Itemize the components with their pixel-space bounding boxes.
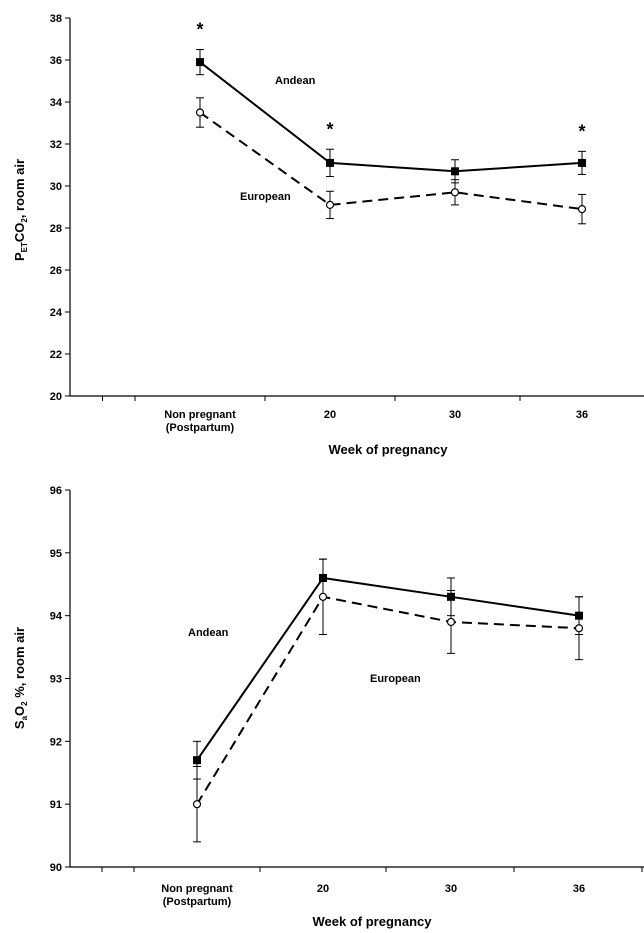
significance-marker: * bbox=[196, 20, 203, 40]
y-axis-label: SaO2 %, room air bbox=[12, 627, 29, 729]
y-tick-label: 38 bbox=[50, 13, 62, 25]
y-tick-label: 92 bbox=[50, 736, 62, 748]
y-tick-label: 93 bbox=[50, 674, 62, 686]
x-tick-label: 20 bbox=[317, 883, 329, 895]
y-tick-label: 96 bbox=[50, 485, 62, 497]
y-tick-label: 32 bbox=[50, 139, 62, 151]
y-tick-label: 94 bbox=[50, 611, 63, 623]
x-tick-label: 20 bbox=[324, 409, 336, 421]
y-tick-label: 24 bbox=[50, 307, 63, 319]
data-point-european bbox=[450, 188, 460, 197]
y-tick-label: 36 bbox=[50, 55, 62, 67]
data-point-european bbox=[195, 108, 205, 117]
series-label-european: European bbox=[370, 673, 421, 685]
y-tick-label: 20 bbox=[50, 391, 62, 403]
y-tick-label: 91 bbox=[50, 799, 62, 811]
significance-marker: * bbox=[578, 121, 585, 141]
x-tick-label: Non pregnant bbox=[164, 409, 236, 421]
data-point-european bbox=[446, 617, 456, 627]
x-tick-label: 36 bbox=[573, 883, 585, 895]
y-tick-label: 90 bbox=[50, 862, 62, 874]
series-label-andean: Andean bbox=[275, 75, 316, 87]
y-tick-label: 30 bbox=[50, 181, 62, 193]
data-point-andean bbox=[193, 756, 201, 765]
data-point-european bbox=[192, 800, 202, 809]
data-point-european bbox=[574, 624, 584, 633]
x-tick-label: 30 bbox=[449, 409, 461, 421]
series-line-european bbox=[196, 595, 580, 805]
y-tick-label: 34 bbox=[50, 97, 63, 109]
series-line-andean bbox=[199, 61, 583, 173]
y-tick-label: 22 bbox=[50, 349, 62, 361]
data-point-european bbox=[577, 205, 587, 214]
data-point-european bbox=[325, 200, 335, 209]
x-tick-label: (Postpartum) bbox=[163, 896, 232, 908]
data-point-andean bbox=[196, 58, 204, 67]
data-point-european bbox=[318, 592, 328, 601]
y-tick-label: 95 bbox=[50, 548, 62, 560]
significance-marker: * bbox=[326, 119, 333, 139]
x-axis-label: Week of pregnancy bbox=[313, 914, 433, 929]
series-line-andean bbox=[196, 576, 580, 761]
x-tick-label: (Postpartum) bbox=[166, 422, 235, 434]
x-tick-label: 30 bbox=[445, 883, 457, 895]
x-axis-label: Week of pregnancy bbox=[329, 442, 449, 457]
data-point-andean bbox=[578, 158, 586, 167]
chart-top-petco2: 20 22 24 26 28 30 32 34 36 38 Non pregnant(Postpa… bbox=[12, 13, 644, 457]
y-tick-label: 26 bbox=[50, 265, 62, 277]
y-tick-label: 28 bbox=[50, 223, 62, 235]
series-label-european: European bbox=[240, 191, 291, 203]
x-tick-label: 36 bbox=[576, 409, 588, 421]
data-point-andean bbox=[451, 167, 459, 176]
data-point-andean bbox=[326, 158, 334, 167]
series-label-andean: Andean bbox=[188, 627, 229, 639]
chart-bottom-sao2: 90 91 92 93 94 95 96 Non pregnant(Postpartum) 2… bbox=[12, 485, 644, 929]
y-axis-label: PETCO2, room air bbox=[12, 159, 29, 261]
x-tick-label: Non pregnant bbox=[161, 883, 233, 895]
